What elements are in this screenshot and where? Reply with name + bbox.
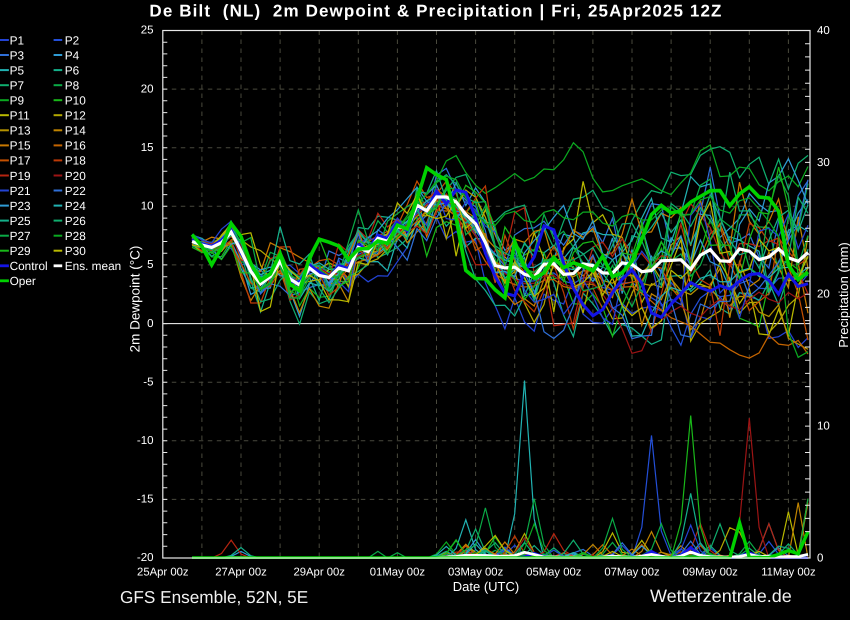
svg-text:P23: P23: [10, 199, 31, 213]
svg-text:25Apr 00z: 25Apr 00z: [137, 567, 189, 579]
svg-text:P22: P22: [65, 184, 86, 198]
svg-text:P27: P27: [10, 229, 31, 243]
svg-text:P6: P6: [65, 63, 80, 77]
svg-text:P14: P14: [65, 124, 86, 138]
svg-text:P16: P16: [65, 139, 86, 153]
svg-text:-15: -15: [137, 494, 154, 506]
svg-text:07May 00z: 07May 00z: [604, 567, 660, 579]
svg-text:P8: P8: [65, 79, 80, 93]
svg-text:P12: P12: [65, 109, 86, 123]
svg-text:P24: P24: [65, 199, 86, 213]
svg-text:27Apr 00z: 27Apr 00z: [215, 567, 267, 579]
svg-text:GFS Ensemble, 52N, 5E: GFS Ensemble, 52N, 5E: [120, 587, 308, 607]
svg-text:P13: P13: [10, 124, 31, 138]
svg-text:05May 00z: 05May 00z: [526, 567, 582, 579]
svg-text:0: 0: [147, 318, 153, 330]
svg-text:P9: P9: [10, 94, 24, 108]
svg-text:P4: P4: [65, 48, 80, 62]
svg-text:P20: P20: [65, 169, 86, 183]
svg-text:P5: P5: [10, 63, 25, 77]
svg-text:0: 0: [817, 552, 823, 564]
svg-text:P21: P21: [10, 184, 31, 198]
svg-text:Date (UTC): Date (UTC): [453, 579, 519, 594]
svg-text:Control: Control: [10, 259, 48, 273]
svg-text:-5: -5: [143, 376, 153, 388]
svg-text:P10: P10: [65, 94, 86, 108]
svg-text:De Bilt (NL) 2m Dewpoint & P: De Bilt (NL) 2m Dewpoint & Precipitation…: [149, 2, 722, 21]
svg-text:-10: -10: [137, 435, 154, 447]
svg-text:10: 10: [817, 421, 830, 433]
svg-text:03May 00z: 03May 00z: [448, 567, 504, 579]
svg-text:Ens. mean: Ens. mean: [65, 259, 121, 273]
svg-text:P29: P29: [10, 244, 31, 258]
svg-text:P15: P15: [10, 139, 31, 153]
svg-text:P30: P30: [65, 244, 86, 258]
svg-text:P17: P17: [10, 154, 31, 168]
svg-text:P2: P2: [65, 33, 79, 47]
svg-text:01May 00z: 01May 00z: [370, 567, 426, 579]
svg-text:10: 10: [141, 201, 154, 213]
svg-text:P25: P25: [10, 214, 31, 228]
svg-text:P28: P28: [65, 229, 86, 243]
svg-text:15: 15: [141, 142, 154, 154]
svg-text:Wetterzentrale.de: Wetterzentrale.de: [650, 586, 792, 606]
svg-text:29Apr 00z: 29Apr 00z: [293, 567, 345, 579]
svg-text:20: 20: [141, 83, 154, 95]
svg-text:25: 25: [141, 25, 154, 37]
svg-text:Precipitation (mm): Precipitation (mm): [836, 242, 850, 347]
svg-text:Oper: Oper: [10, 274, 36, 288]
svg-text:P18: P18: [65, 154, 86, 168]
svg-text:P1: P1: [10, 33, 24, 47]
svg-text:P11: P11: [10, 109, 30, 123]
svg-text:2m Dewpoint (°C): 2m Dewpoint (°C): [128, 246, 143, 353]
svg-text:20: 20: [817, 289, 830, 301]
svg-text:40: 40: [817, 25, 830, 37]
svg-text:30: 30: [817, 157, 830, 169]
svg-text:5: 5: [147, 259, 153, 271]
svg-text:-20: -20: [137, 552, 154, 564]
svg-text:09May 00z: 09May 00z: [683, 567, 739, 579]
svg-text:P26: P26: [65, 214, 86, 228]
svg-text:P19: P19: [10, 169, 31, 183]
svg-text:P3: P3: [10, 48, 25, 62]
svg-text:11May 00z: 11May 00z: [761, 567, 816, 579]
svg-text:P7: P7: [10, 79, 24, 93]
